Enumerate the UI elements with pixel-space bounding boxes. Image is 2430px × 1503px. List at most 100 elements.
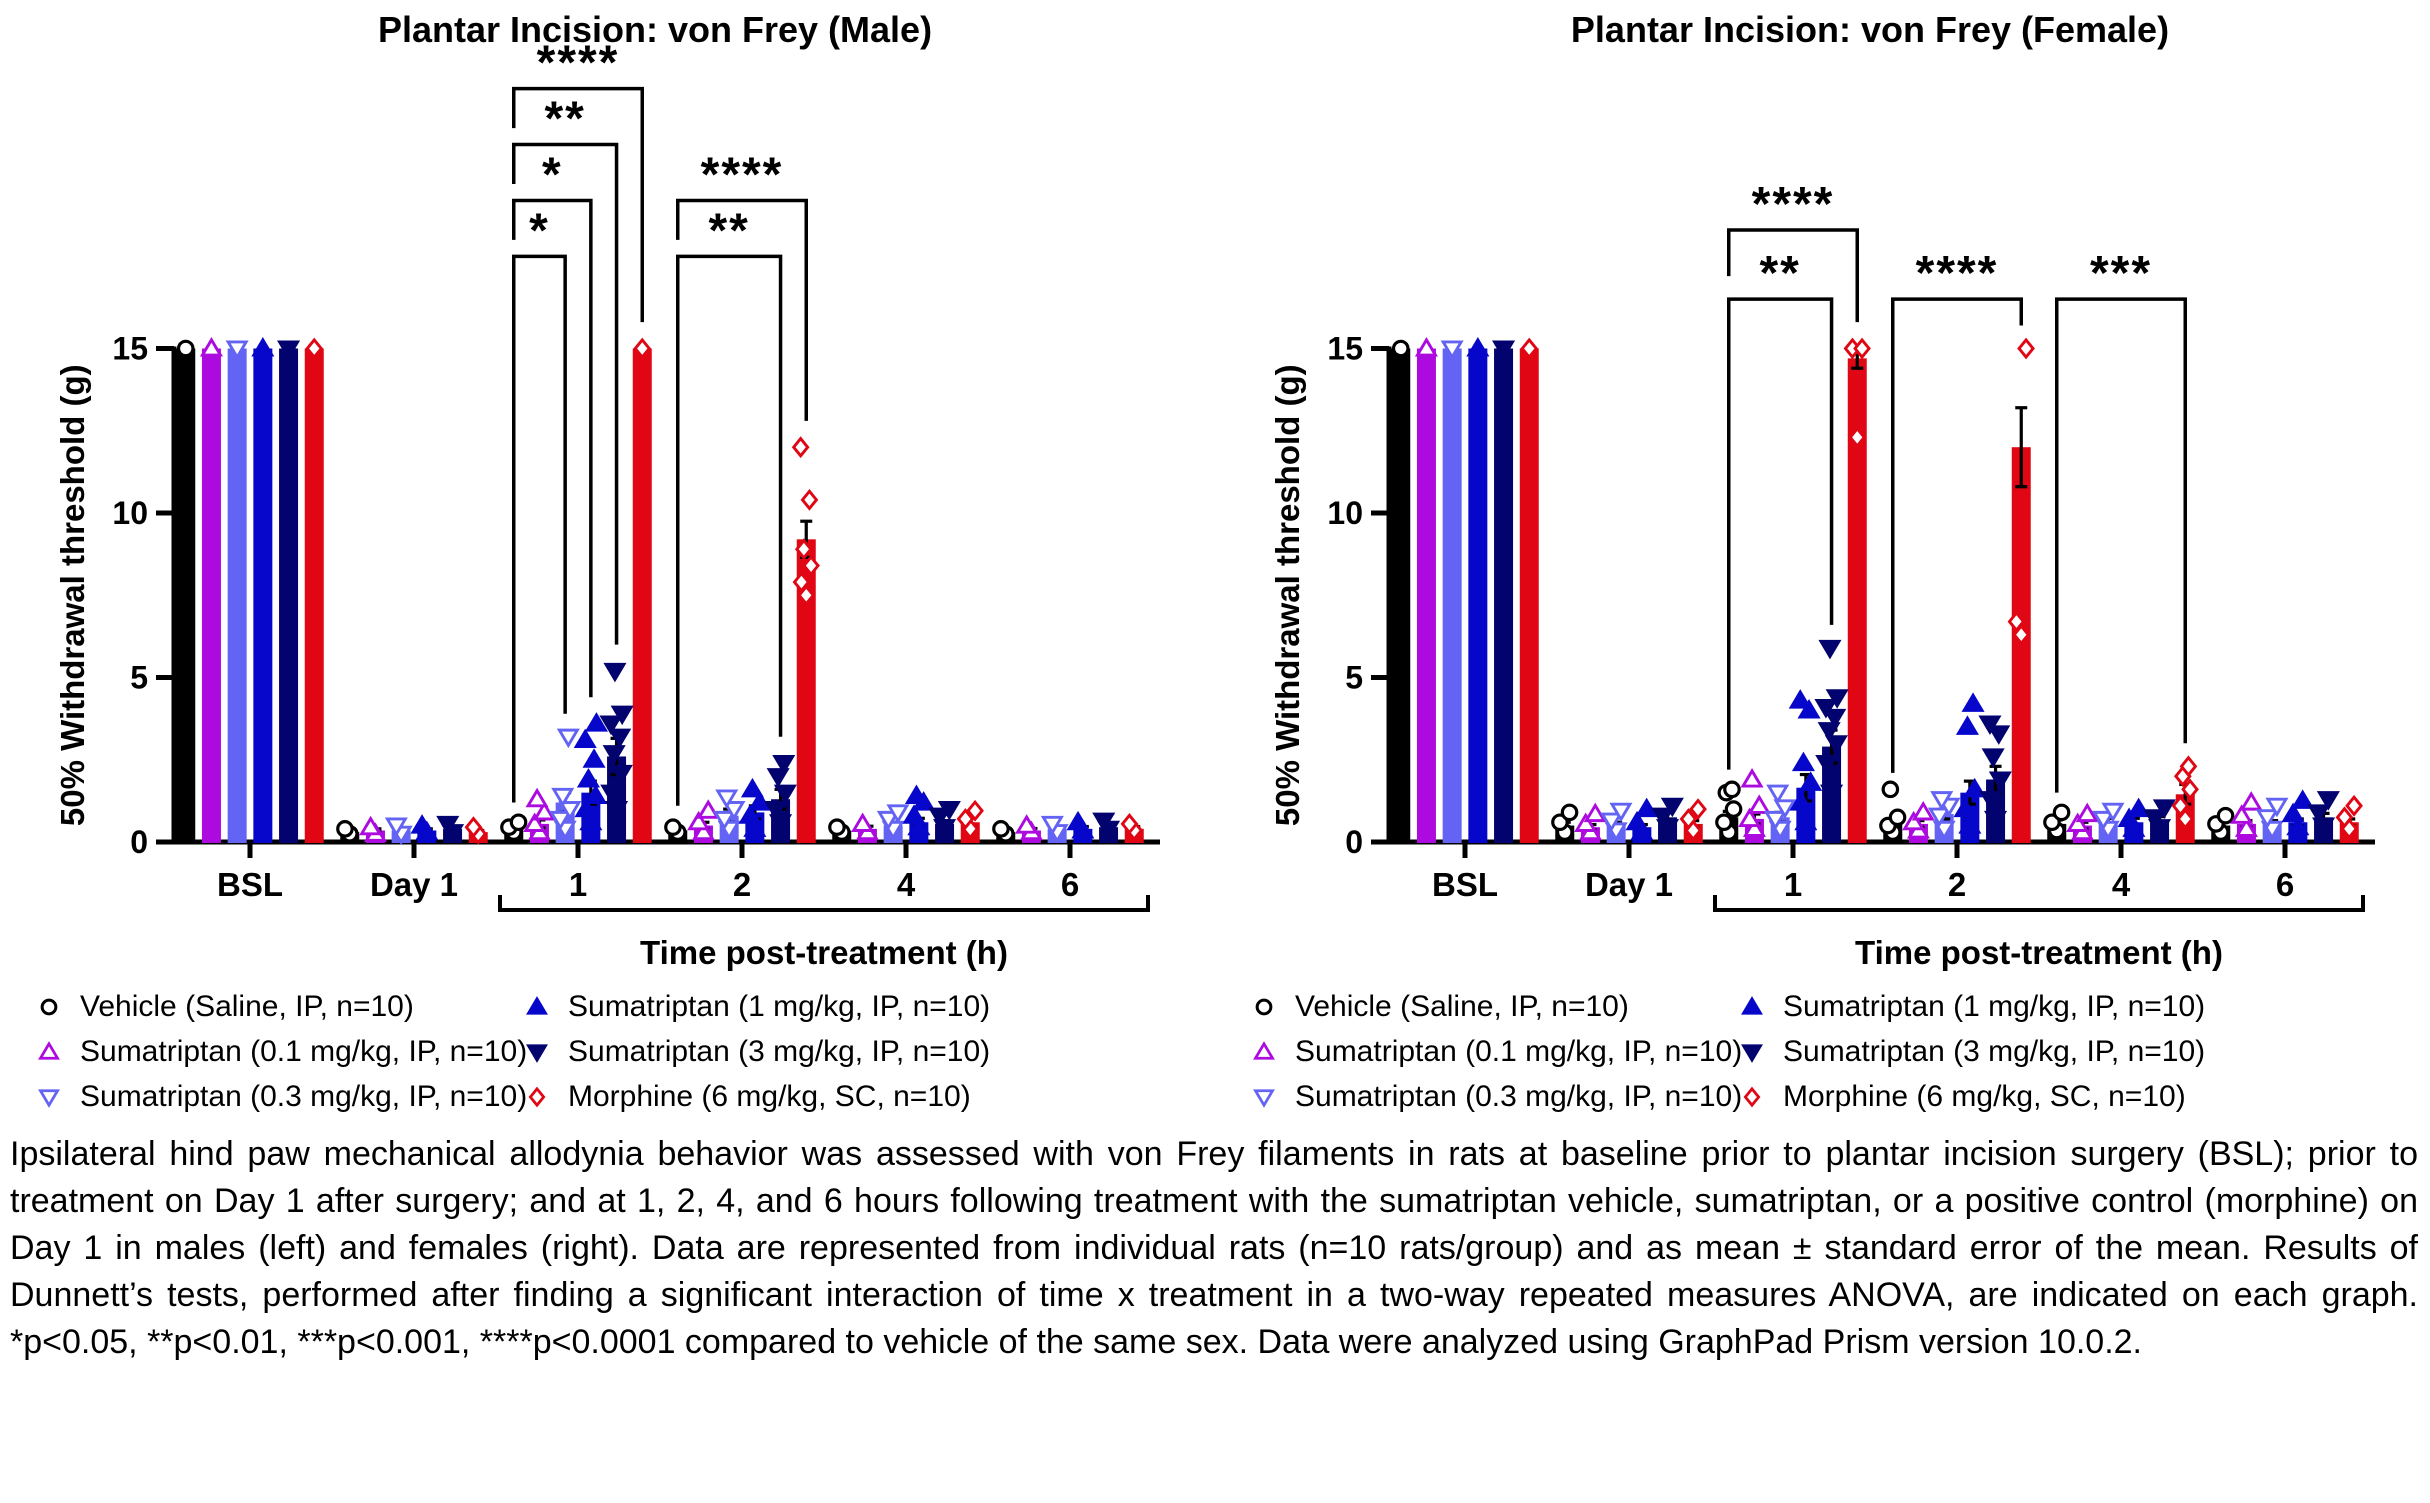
scatter-point [1609, 802, 1633, 823]
bar [1494, 348, 1514, 843]
time-axis-bracket [498, 895, 1150, 912]
bar [304, 348, 324, 843]
legend-label: Sumatriptan (1 mg/kg, IP, n=10) [1783, 990, 2206, 1023]
legend-item-morphine: Morphine (6 mg/kg, SC, n=10) [522, 1081, 1215, 1113]
scatter-point [1794, 810, 1818, 831]
suma-3-marker-icon [526, 1044, 548, 1063]
time-axis-bracket [1713, 895, 2365, 912]
scatter-group [828, 784, 984, 841]
sig-stars: ** [1759, 247, 1800, 300]
scatter-point [1825, 689, 1849, 709]
scatter-point [1689, 798, 1707, 820]
bar [227, 348, 247, 843]
scatter-group [992, 810, 1144, 844]
scatter-point [792, 571, 811, 593]
legend-label: Sumatriptan (0.1 mg/kg, IP, n=10) [80, 1035, 528, 1068]
error-bars-group [1886, 406, 2028, 830]
scatter-point [523, 812, 547, 832]
scatter-point [664, 818, 682, 836]
scatter-point [1820, 784, 1844, 805]
scatter-point [2101, 802, 2125, 823]
tri-down-filled-icon [1741, 1044, 1763, 1063]
scatter-group [664, 436, 820, 841]
scatter-point [1040, 815, 1064, 836]
scatter-point [1815, 754, 1839, 775]
scatter-point [2017, 337, 2035, 360]
suma-1-marker-icon [1741, 996, 1763, 1015]
x-tick-label: 2 [1948, 866, 1966, 903]
scatter-point [600, 784, 624, 805]
scatter-point [1930, 791, 1954, 811]
scatter-point [1763, 810, 1787, 831]
bar [176, 348, 196, 843]
scatter-point [509, 813, 528, 832]
scatter-point [1574, 812, 1598, 832]
sig-stars: **** [701, 148, 784, 201]
x-tick-label: BSL [1432, 866, 1498, 903]
scatter-point [956, 808, 975, 830]
chart-svg-male: Plantar Incision: von Frey (Male) 0 5 10 15 5… [54, 9, 1160, 971]
scatter-point [576, 768, 600, 788]
scatter-group [1551, 797, 1707, 842]
x-tick-label: 1 [569, 866, 587, 903]
scatter-point [2255, 809, 2279, 829]
scatter-point [1738, 807, 1762, 828]
scatter-point [1817, 722, 1841, 742]
scatter-point [2345, 794, 2363, 817]
scatter-group [500, 337, 652, 841]
chart-panel-female: Plantar Incision: von Frey (Female) 0 5 10 1… [1215, 0, 2430, 1113]
scatter-point [584, 784, 608, 804]
scatter-point [603, 662, 627, 683]
suma-0-3-marker-icon [38, 1089, 60, 1108]
scatter-point [1560, 803, 1579, 822]
sig-bracket [676, 198, 808, 421]
scatter-point [766, 768, 790, 788]
scatter-point [743, 817, 767, 837]
scatter-point [1092, 812, 1116, 833]
scatter-point [1679, 808, 1698, 830]
sig-stars: ** [544, 93, 585, 146]
scatter-point [1440, 340, 1464, 360]
scatter-point [251, 337, 275, 357]
scatter-point [277, 340, 301, 360]
legend-label: Sumatriptan (0.3 mg/kg, IP, n=10) [80, 1080, 528, 1113]
sig-bracket [1727, 228, 1859, 323]
x-tick-label: 4 [897, 866, 916, 903]
scatter-point [584, 712, 608, 732]
scatter-point [556, 728, 580, 749]
bar [1442, 348, 1462, 843]
legend-item-morphine: Morphine (6 mg/kg, SC, n=10) [1737, 1081, 2430, 1113]
suma-1-marker-icon [526, 996, 548, 1015]
scatter-point [1978, 715, 2002, 736]
scatter-point [1630, 820, 1654, 841]
scatter-point [1520, 337, 1539, 360]
scatter-point [551, 787, 575, 808]
bar [1847, 358, 1867, 843]
legend-label: Sumatriptan (3 mg/kg, IP, n=10) [568, 1035, 991, 1068]
legend-label: Sumatriptan (1 mg/kg, IP, n=10) [568, 990, 991, 1023]
scatter-point [574, 797, 598, 818]
scatter-point [532, 800, 556, 821]
scatter-point [2117, 807, 2141, 828]
scatter-point [802, 554, 820, 577]
scatter-point [1979, 791, 2003, 811]
y-tick-label: 10 [112, 495, 148, 531]
scatter-point [2066, 812, 2090, 832]
y-tick-label: 5 [1345, 660, 1363, 696]
x-tick-label: 4 [2112, 866, 2131, 903]
chart-svg-female: Plantar Incision: von Frey (Female) 0 5 10 1… [1269, 9, 2375, 971]
scatter-point [1724, 800, 1743, 818]
scatter-point [886, 804, 910, 824]
scatter-point [876, 810, 900, 831]
scatter-point [633, 337, 652, 360]
bar [1416, 348, 1436, 843]
scatter-point [599, 715, 623, 736]
legend-female: Vehicle (Saline, IP, n=10) Sumatriptan (1… [1249, 991, 2430, 1113]
bars-group [1883, 447, 2031, 843]
sig-bracket [2055, 297, 2187, 793]
scatter-point [937, 801, 961, 821]
sig-bracket [512, 254, 567, 803]
tri-up-filled-icon [526, 996, 548, 1015]
scatter-point [1963, 777, 1987, 798]
scatter-point [2234, 817, 2258, 837]
